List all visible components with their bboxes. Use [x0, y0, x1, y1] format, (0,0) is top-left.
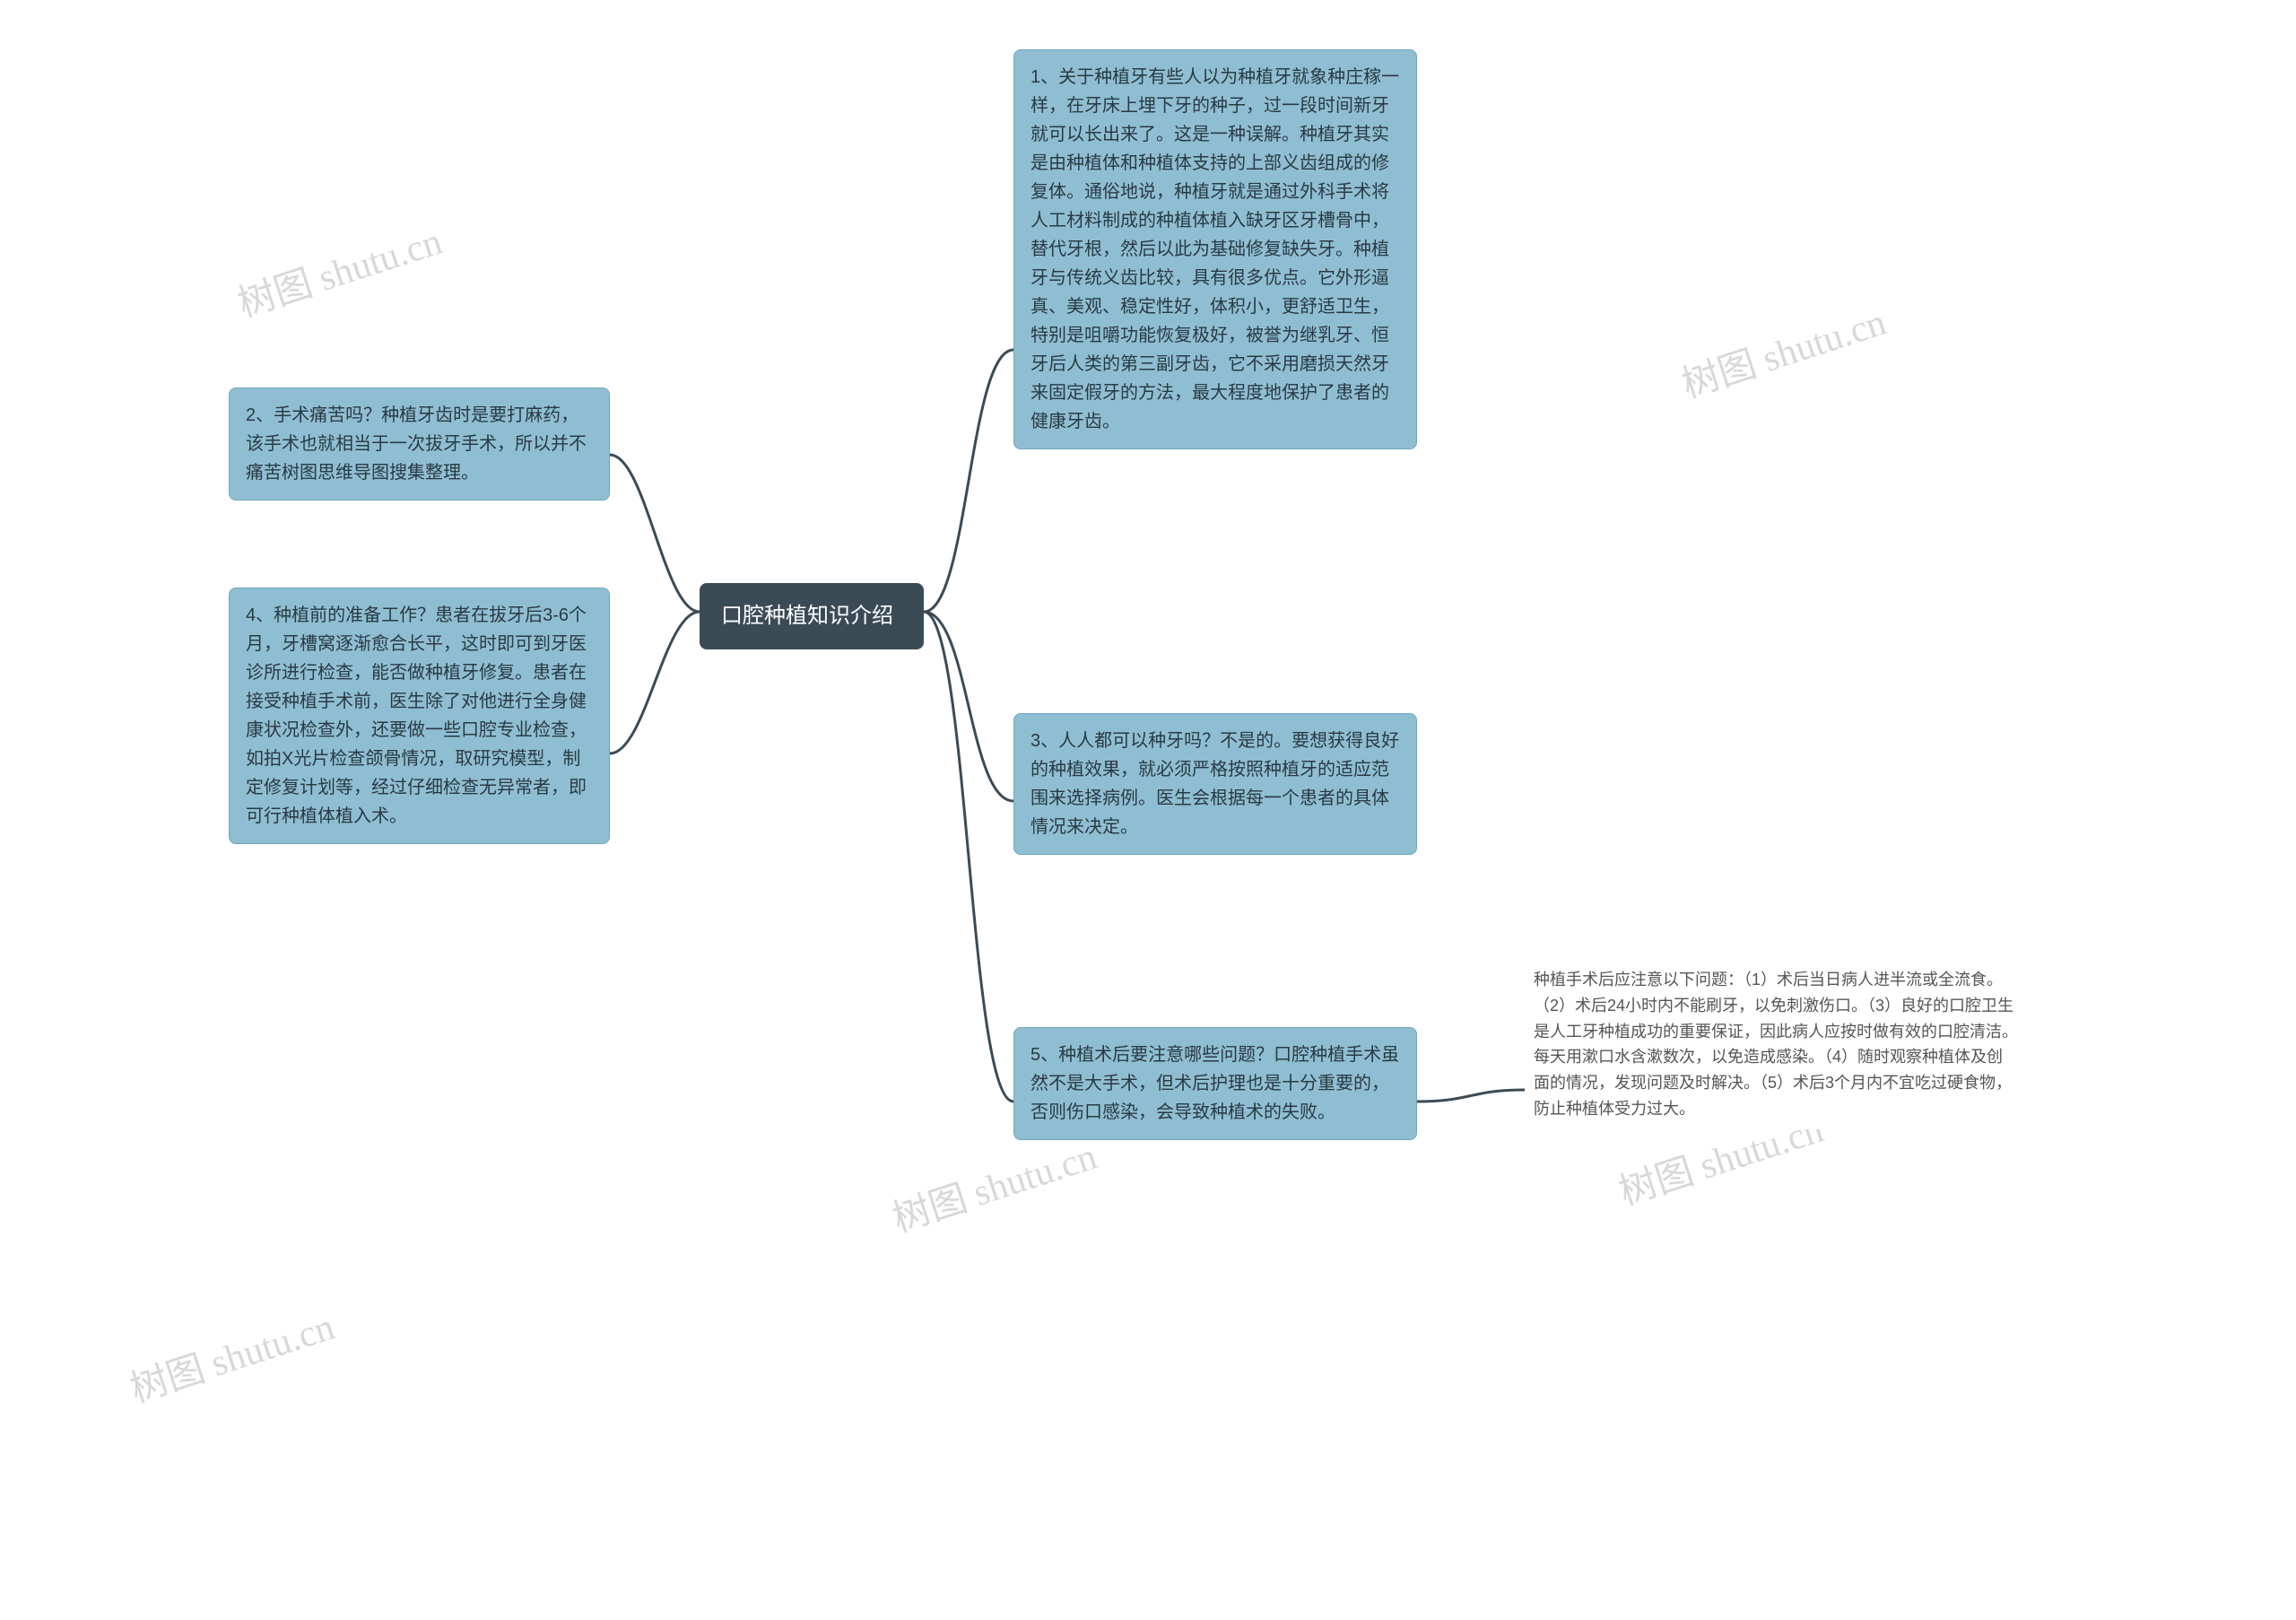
watermark: 树图 shutu.cn	[230, 211, 448, 328]
watermark: 树图 shutu.cn	[1674, 292, 1892, 409]
leaf-node-5a[interactable]: 种植手术后应注意以下问题：（1）术后当日病人进半流或全流食。（2）术后24小时内…	[1525, 960, 2027, 1129]
branch-node-2[interactable]: 2、手术痛苦吗？种植牙齿时是要打麻药，该手术也就相当于一次拔牙手术，所以并不痛苦…	[229, 388, 610, 501]
connector	[924, 612, 1013, 1102]
connector	[924, 350, 1013, 612]
central-topic[interactable]: 口腔种植知识介绍	[700, 583, 924, 649]
branch-node-3[interactable]: 3、人人都可以种牙吗？不是的。要想获得良好的种植效果，就必须严格按照种植牙的适应…	[1013, 713, 1417, 855]
connector	[924, 612, 1013, 801]
branch-node-1[interactable]: 1、关于种植牙有些人以为种植牙就象种庄稼一样，在牙床上埋下牙的种子，过一段时间新…	[1013, 49, 1417, 449]
connector	[610, 612, 700, 753]
branch-node-5[interactable]: 5、种植术后要注意哪些问题？口腔种植手术虽然不是大手术，但术后护理也是十分重要的…	[1013, 1027, 1417, 1140]
watermark: 树图 shutu.cn	[884, 1126, 1102, 1243]
connector	[610, 455, 700, 612]
branch-node-4[interactable]: 4、种植前的准备工作？患者在拔牙后3-6个月，牙槽窝逐渐愈合长平，这时即可到牙医…	[229, 588, 610, 844]
watermark: 树图 shutu.cn	[122, 1296, 340, 1414]
connector	[1417, 1090, 1525, 1102]
